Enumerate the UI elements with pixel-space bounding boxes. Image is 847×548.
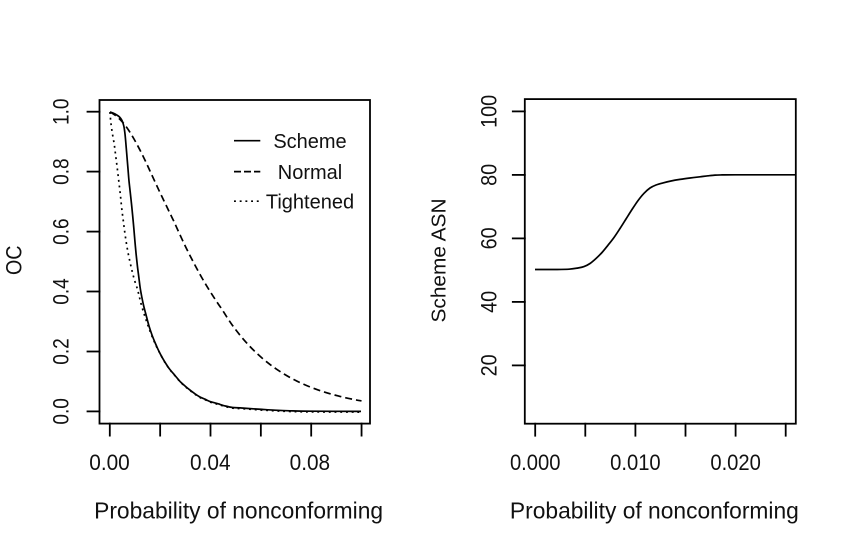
svg-text:0.0: 0.0	[49, 398, 74, 425]
svg-text:0.010: 0.010	[610, 450, 661, 475]
svg-text:Probability of nonconforming: Probability of nonconforming	[510, 498, 799, 524]
svg-text:0.8: 0.8	[49, 158, 74, 185]
svg-text:Tightened: Tightened	[266, 192, 354, 214]
svg-text:Normal: Normal	[278, 162, 342, 184]
svg-text:1.0: 1.0	[49, 98, 74, 125]
svg-text:20: 20	[477, 354, 502, 376]
svg-text:0.000: 0.000	[510, 450, 561, 475]
svg-text:0.08: 0.08	[290, 450, 331, 475]
svg-text:100: 100	[477, 95, 502, 128]
svg-text:0.00: 0.00	[89, 450, 130, 475]
svg-text:0.2: 0.2	[49, 338, 74, 365]
svg-text:80: 80	[477, 164, 502, 186]
svg-text:60: 60	[477, 227, 502, 249]
svg-text:0.04: 0.04	[190, 450, 231, 475]
svg-text:40: 40	[477, 291, 502, 313]
svg-text:Scheme ASN: Scheme ASN	[428, 199, 451, 323]
svg-text:0.020: 0.020	[710, 450, 761, 475]
svg-text:0.6: 0.6	[49, 218, 74, 245]
svg-text:Scheme: Scheme	[273, 131, 346, 153]
svg-text:OC: OC	[1, 246, 26, 276]
svg-text:Probability of nonconforming: Probability of nonconforming	[94, 498, 383, 524]
svg-text:0.4: 0.4	[49, 278, 74, 305]
